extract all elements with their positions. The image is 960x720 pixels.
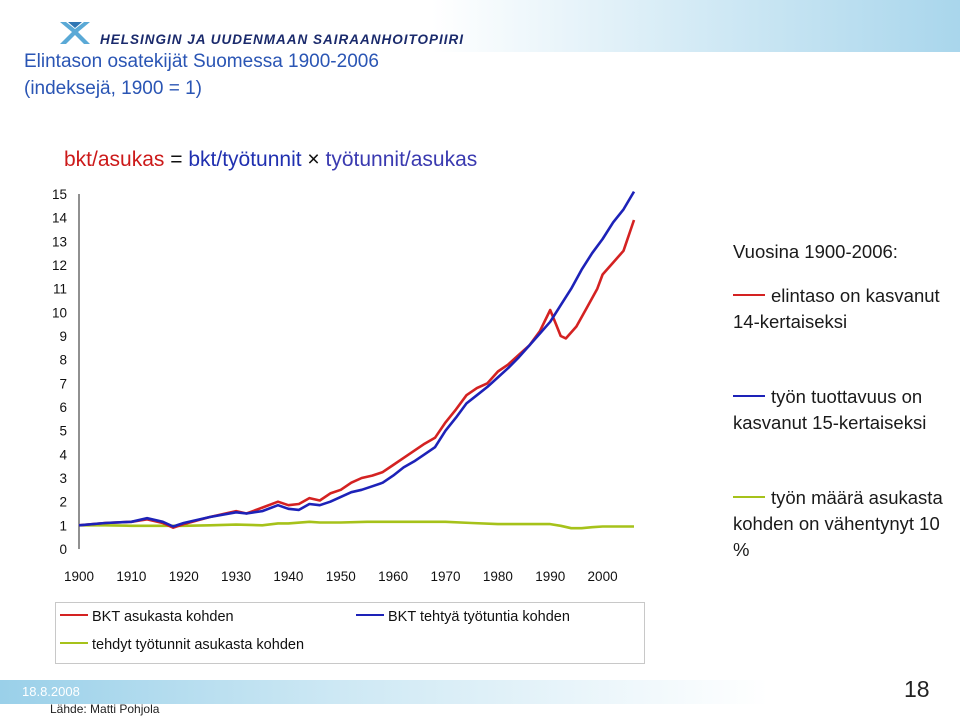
y-tick-label: 11 [53,282,67,297]
x-tick-labels: 1900 1910 1920 1930 1940 1950 1960 1970 1980 1990… [64,569,618,584]
x-tick-label: 1900 [64,569,94,584]
x-tick-label: 1910 [116,569,146,584]
legend-swatch-green [60,642,88,645]
y-tick-label: 6 [59,400,67,415]
x-tick-label: 1980 [483,569,513,584]
y-tick-label: 0 [59,542,67,557]
legend-label: BKT asukasta kohden [92,609,234,625]
page-number: 18 [904,676,930,702]
x-tick-label: 1920 [169,569,199,584]
y-tick-label: 8 [59,353,67,368]
x-tick-label: 1990 [535,569,565,584]
footer-date: 18.8.2008 [22,684,80,699]
side-heading: Vuosina 1900-2006: [733,241,898,262]
side-item-productivity: työn tuottavuus on kasvanut 15-kertaisek… [733,384,948,436]
x-tick-label: 1940 [273,569,303,584]
formula-term-2: bkt/työtunnit [188,148,302,171]
side-item-text: elintaso on kasvanut 14-kertaiseksi [733,285,940,332]
y-tick-label: 1 [59,518,67,533]
y-tick-label: 5 [59,424,67,439]
x-tick-label: 1960 [378,569,408,584]
x-tick-label: 1970 [430,569,460,584]
red-line-marker [733,294,765,297]
legend-label: BKT tehtyä työtuntia kohden [388,609,570,625]
side-item-work-hours: työn määrä asukasta kohden on vähentynyt… [733,485,948,563]
hus-logo [56,20,92,46]
side-item-text: työn määrä asukasta kohden on vähentynyt… [733,487,943,560]
legend-entry-gdp-per-hour: BKT tehtyä työtuntia kohden [356,609,570,625]
title-line-1: Elintason osatekijät Suomessa 1900-2006 [24,51,379,72]
title-line-2: (indeksejä, 1900 = 1) [24,78,202,99]
footer-band [0,680,960,704]
formula-equals: = [170,148,183,171]
y-tick-label: 9 [59,329,67,344]
side-item-standard-of-living: elintaso on kasvanut 14-kertaiseksi [733,283,948,335]
footer-source: Lähde: Matti Pohjola [50,702,160,716]
side-item-text: työn tuottavuus on kasvanut 15-kertaisek… [733,386,927,433]
y-tick-label: 12 [52,258,67,273]
chart-series [78,190,636,530]
series-line-hours-per-capita [79,520,634,530]
legend-swatch-blue [356,614,384,617]
formula: bkt/asukas = bkt/työtunnit × työtunnit/a… [64,148,477,172]
legend-label: tehdyt työtunnit asukasta kohden [92,637,305,653]
formula-term-1: bkt/asukas [64,148,165,171]
y-tick-label: 7 [59,376,67,391]
formula-times: × [307,148,320,171]
series-line-gdp-per-hour [78,190,636,528]
legend-entry-gdp-per-capita: BKT asukasta kohden [60,609,234,625]
series-line-gdp-per-capita [78,219,636,529]
y-tick-label: 4 [59,447,67,462]
chart-legend: BKT asukasta kohden BKT tehtyä työtuntia… [55,602,645,664]
organization-name: HELSINGIN JA UUDENMAAN SAIRAANHOITOPIIRI [100,32,465,47]
header-band [0,0,960,52]
legend-entry-hours-per-capita: tehdyt työtunnit asukasta kohden [60,637,304,653]
y-tick-label: 14 [52,211,68,226]
y-tick-label: 3 [59,471,67,486]
y-tick-label: 10 [52,305,67,320]
x-tick-label: 1950 [326,569,356,584]
x-tick-label: 2000 [588,569,618,584]
page-title: Elintason osatekijät Suomessa 1900-2006 … [24,48,379,102]
x-tick-label: 1930 [221,569,251,584]
legend-swatch-red [60,614,88,617]
y-tick-label: 15 [52,187,67,202]
green-line-marker [733,496,765,499]
blue-line-marker [733,395,765,398]
y-tick-label: 13 [52,234,67,249]
y-tick-label: 2 [59,495,67,510]
formula-term-3: työtunnit/asukas [325,148,478,171]
